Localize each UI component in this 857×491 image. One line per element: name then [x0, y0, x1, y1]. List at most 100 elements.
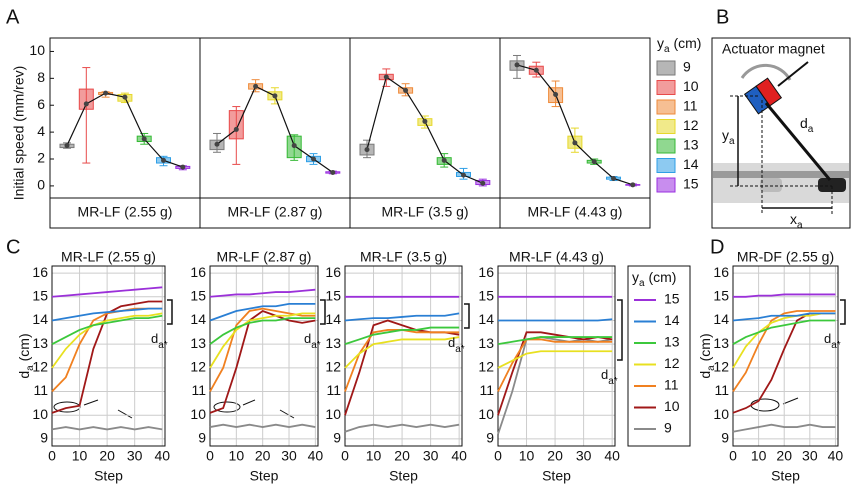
- median-line: [516, 64, 633, 186]
- line: [732, 312, 836, 322]
- legend-swatch: [656, 158, 676, 173]
- legend-swatch: [656, 177, 676, 193]
- x-tick-label: 40: [451, 448, 467, 464]
- plot-frame: [344, 265, 463, 447]
- median: [553, 91, 559, 97]
- legend-label: 10: [683, 78, 699, 94]
- median: [461, 172, 466, 178]
- median: [591, 159, 597, 165]
- robot-ghost: [760, 178, 782, 192]
- legend-label: 14: [664, 312, 680, 328]
- y-axis-label-part: d: [697, 371, 713, 379]
- line: [498, 318, 613, 322]
- ya-label: ya: [722, 127, 735, 147]
- x-tick-label: 0: [494, 448, 502, 464]
- line: [732, 423, 836, 433]
- median: [533, 67, 539, 73]
- y-tick-label: 12: [478, 359, 494, 375]
- legend-title: ya (cm): [657, 35, 701, 55]
- median: [611, 176, 616, 182]
- median: [83, 101, 89, 107]
- x-tick-label: 0: [48, 448, 56, 464]
- line: [209, 302, 316, 322]
- median: [253, 83, 259, 89]
- bracket-label-part: d: [601, 367, 608, 382]
- plot-frame: [51, 265, 166, 447]
- median: [272, 93, 278, 99]
- legend-frame: [627, 265, 691, 447]
- y-tick-label: 10: [32, 406, 48, 422]
- line: [51, 426, 163, 431]
- rotation-arrow: [740, 63, 792, 81]
- y-tick-label: 14: [32, 311, 48, 327]
- median: [161, 157, 166, 163]
- bracket: [320, 299, 326, 325]
- y-tick-label: 12: [325, 359, 341, 375]
- x-tick-label: 10: [751, 448, 767, 464]
- median: [180, 164, 186, 170]
- box: [78, 88, 94, 110]
- median: [480, 180, 486, 186]
- arrow: [242, 399, 295, 419]
- y-tick-label: 2: [37, 150, 45, 166]
- x-tick-label: 10: [72, 448, 88, 464]
- x-axis-label: Step: [94, 468, 123, 484]
- line: [344, 423, 460, 433]
- x-tick-label: 30: [127, 448, 143, 464]
- y-tick-label: 16: [190, 264, 206, 280]
- line: [209, 423, 316, 428]
- line: [732, 310, 836, 393]
- legend-swatch: [656, 119, 676, 134]
- y-tick-label: 14: [190, 311, 206, 327]
- legend-label: 12: [664, 355, 680, 371]
- x-axis-label: Step: [250, 468, 279, 484]
- x-tick-label: 10: [366, 448, 382, 464]
- x-axis-label: Step: [389, 468, 418, 484]
- y-axis-label: da (cm): [697, 333, 717, 378]
- y-tick-label: 16: [32, 264, 48, 280]
- line: [344, 336, 460, 369]
- legend-label: 10: [664, 398, 680, 414]
- box: [228, 110, 244, 140]
- y-tick-label: 13: [190, 335, 206, 351]
- x-tick-label: 30: [423, 448, 439, 464]
- bracket: [617, 299, 623, 361]
- x-tick-label: 20: [394, 448, 410, 464]
- y-tick-label: 12: [713, 359, 729, 375]
- bracket-label: da*: [448, 335, 465, 355]
- y-tick-label: 15: [713, 287, 729, 303]
- median: [383, 74, 389, 80]
- circle-mark: [213, 401, 241, 413]
- y-tick-label: 12: [190, 359, 206, 375]
- bracket-label: da*: [151, 331, 168, 351]
- panel-label: A: [6, 6, 20, 28]
- chart-title: MR-LF (2.55 g): [61, 249, 156, 265]
- y-tick-label: 14: [478, 311, 494, 327]
- x-tick-label: 20: [99, 448, 115, 464]
- legend-title-part: y: [632, 269, 639, 285]
- y-tick-label: 11: [479, 382, 494, 398]
- legend-label: 11: [664, 377, 679, 393]
- y-tick-label: 9: [333, 430, 341, 446]
- y-tick-label: 11: [326, 382, 341, 398]
- y-tick-label: 9: [40, 430, 48, 446]
- legend-label: 14: [683, 156, 699, 172]
- line: [51, 286, 163, 298]
- da-label-part: a: [808, 124, 814, 135]
- line: [344, 312, 460, 322]
- y-tick-label: 16: [713, 264, 729, 280]
- magnet-s: [755, 77, 783, 107]
- y-axis-label-part: (cm): [16, 333, 32, 365]
- x-tick-label: 40: [604, 448, 620, 464]
- chart-title: MR-DF (2.55 g): [737, 249, 834, 265]
- legend-swatch: [656, 138, 676, 154]
- y-tick-label: 0: [37, 177, 45, 193]
- y-tick-label: 10: [190, 406, 206, 422]
- y-axis-label: Initial speed (mm/rev): [11, 66, 27, 201]
- panel-label: D: [710, 236, 724, 258]
- legend-title-part: y: [657, 35, 664, 51]
- group-label: MR-LF (2.87 g): [228, 204, 323, 220]
- legend-title-part: (cm): [670, 35, 702, 51]
- line: [344, 326, 460, 346]
- ya-label-part: a: [729, 136, 735, 147]
